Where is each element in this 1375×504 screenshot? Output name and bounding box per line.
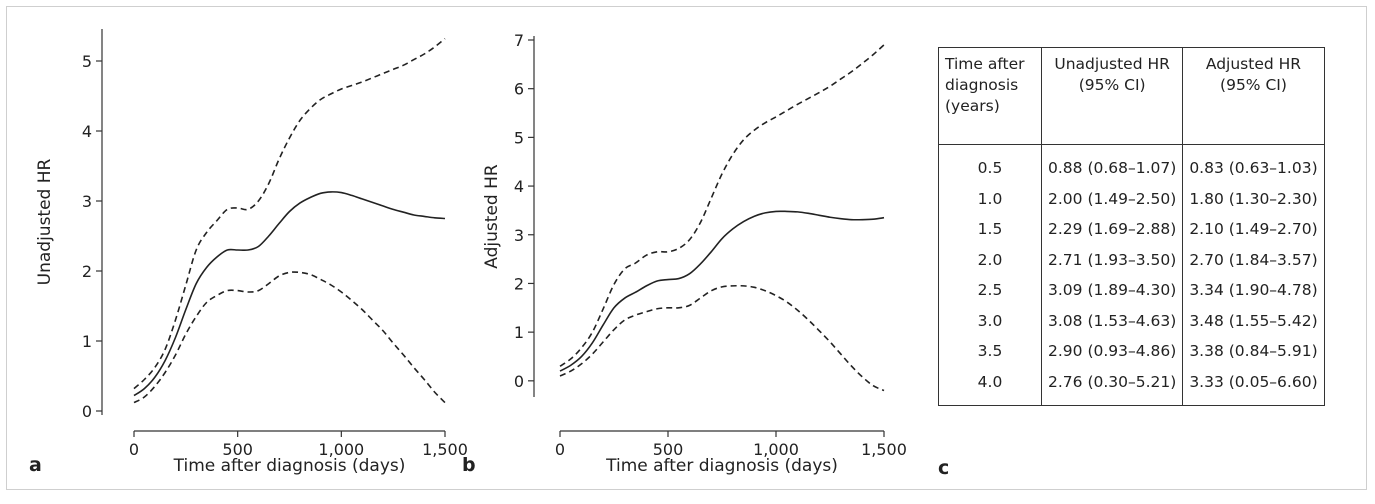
header-adjusted: Adjusted HR (95% CI) xyxy=(1182,47,1325,145)
confidence-bound-line xyxy=(559,284,885,392)
cell-adjusted-hr: 0.83 (0.63–1.03) xyxy=(1182,144,1325,184)
cell-adjusted-hr: 3.48 (1.55–5.42) xyxy=(1182,305,1325,336)
header-time-line: Time after xyxy=(945,55,1025,73)
header-time-line: diagnosis xyxy=(945,76,1019,94)
cell-adjusted-hr: 1.80 (1.30–2.30) xyxy=(1182,183,1325,214)
cell-time: 4.0 xyxy=(938,366,1042,406)
x-tick-label: 1,000 xyxy=(318,440,364,459)
y-axis-title: Unadjusted HR xyxy=(35,158,55,285)
x-tick-label: 1,500 xyxy=(422,440,468,459)
figure-panel: 0 1 2 3 4 5 0 500 1,000 1,500 Time after diagnosis… xyxy=(6,6,1367,490)
y-tick-label: 3 xyxy=(82,192,92,211)
confidence-bound-line xyxy=(559,44,885,367)
panel-label: a xyxy=(29,454,42,476)
x-tick-label: 500 xyxy=(222,440,253,459)
y-tick-label: 0 xyxy=(514,372,524,391)
cell-unadjusted-hr: 2.29 (1.69–2.88) xyxy=(1040,214,1184,245)
y-tick-label: 2 xyxy=(514,274,524,293)
y-tick-label: 5 xyxy=(514,128,524,147)
header-unadjusted: Unadjusted HR (95% CI) xyxy=(1040,47,1184,145)
y-tick-label: 1 xyxy=(514,323,524,342)
x-tick-label: 0 xyxy=(555,440,565,459)
confidence-bound-line xyxy=(133,271,446,404)
cell-time: 0.5 xyxy=(938,144,1042,184)
y-tick-label: 4 xyxy=(82,122,92,141)
y-tick-label: 3 xyxy=(514,226,524,245)
table-row: 1.0 2.00 (1.49–2.50) 1.80 (1.30–2.30) xyxy=(938,183,1325,214)
table-row: 2.0 2.71 (1.93–3.50) 2.70 (1.84–3.57) xyxy=(938,244,1325,275)
y-tick-label: 2 xyxy=(82,262,92,281)
cell-time: 3.0 xyxy=(938,305,1042,336)
cell-unadjusted-hr: 0.88 (0.68–1.07) xyxy=(1040,144,1184,184)
cell-unadjusted-hr: 2.90 (0.93–4.86) xyxy=(1040,336,1184,367)
hr-table: Time after diagnosis (years) Unadjusted … xyxy=(938,47,1325,406)
panel-label: b xyxy=(462,454,476,476)
x-tick-label: 0 xyxy=(129,440,139,459)
cell-unadjusted-hr: 2.71 (1.93–3.50) xyxy=(1040,244,1184,275)
cell-adjusted-hr: 3.38 (0.84–5.91) xyxy=(1182,336,1325,367)
cell-time: 1.0 xyxy=(938,183,1042,214)
table-row: 4.0 2.76 (0.30–5.21) 3.33 (0.05–6.60) xyxy=(938,366,1325,406)
x-tick-label: 1,000 xyxy=(753,440,799,459)
y-tick-label: 0 xyxy=(82,402,92,421)
x-axis-title: Time after diagnosis (days) xyxy=(173,456,406,476)
cell-time: 3.5 xyxy=(938,336,1042,367)
cell-adjusted-hr: 2.70 (1.84–3.57) xyxy=(1182,244,1325,275)
cell-unadjusted-hr: 3.08 (1.53–4.63) xyxy=(1040,305,1184,336)
hr-estimate-line xyxy=(133,191,446,397)
cell-time: 1.5 xyxy=(938,214,1042,245)
table-row: 3.5 2.90 (0.93–4.86) 3.38 (0.84–5.91) xyxy=(938,336,1325,367)
x-axis-title: Time after diagnosis (days) xyxy=(605,456,838,476)
table-row: 2.5 3.09 (1.89–4.30) 3.34 (1.90–4.78) xyxy=(938,275,1325,306)
table-header-row: Time after diagnosis (years) Unadjusted … xyxy=(938,47,1325,145)
y-axis-title: Adjusted HR xyxy=(482,164,502,269)
cell-time: 2.0 xyxy=(938,244,1042,275)
chart-adjusted-hr: 0 1 2 3 4 5 6 7 0 500 1,000 1,500 Time after diagnos… xyxy=(462,31,907,476)
cell-adjusted-hr: 3.34 (1.90–4.78) xyxy=(1182,275,1325,306)
x-tick-label: 500 xyxy=(653,440,684,459)
x-tick-label: 1,500 xyxy=(861,440,907,459)
cell-unadjusted-hr: 2.00 (1.49–2.50) xyxy=(1040,183,1184,214)
y-tick-label: 7 xyxy=(514,31,524,50)
cell-time: 2.5 xyxy=(938,275,1042,306)
table-row: 1.5 2.29 (1.69–2.88) 2.10 (1.49–2.70) xyxy=(938,214,1325,245)
y-tick-label: 6 xyxy=(514,80,524,99)
header-unadjusted-line: (95% CI) xyxy=(1078,76,1146,94)
header-time: Time after diagnosis (years) xyxy=(938,47,1042,145)
table-row: 3.0 3.08 (1.53–4.63) 3.48 (1.55–5.42) xyxy=(938,305,1325,336)
header-unadjusted-line: Unadjusted HR xyxy=(1054,55,1170,73)
header-adjusted-line: (95% CI) xyxy=(1220,76,1287,94)
header-adjusted-line: Adjusted HR xyxy=(1205,55,1302,73)
y-tick-label: 5 xyxy=(82,52,92,71)
panel-label-c: c xyxy=(938,457,950,479)
table-row: 0.5 0.88 (0.68–1.07) 0.83 (0.63–1.03) xyxy=(938,144,1325,184)
y-tick-label: 1 xyxy=(82,332,92,351)
chart-unadjusted-hr: 0 1 2 3 4 5 0 500 1,000 1,500 Time after diagnosis… xyxy=(29,29,468,476)
header-time-line: (years) xyxy=(945,97,1000,115)
cell-adjusted-hr: 2.10 (1.49–2.70) xyxy=(1182,214,1325,245)
confidence-bound-line xyxy=(133,37,446,390)
cell-unadjusted-hr: 2.76 (0.30–5.21) xyxy=(1040,366,1184,406)
hr-estimate-line xyxy=(559,210,885,372)
table-body: 0.5 0.88 (0.68–1.07) 0.83 (0.63–1.03) 1.0 2.… xyxy=(938,144,1325,406)
y-tick-label: 4 xyxy=(514,177,524,196)
cell-unadjusted-hr: 3.09 (1.89–4.30) xyxy=(1040,275,1184,306)
cell-adjusted-hr: 3.33 (0.05–6.60) xyxy=(1182,366,1325,406)
